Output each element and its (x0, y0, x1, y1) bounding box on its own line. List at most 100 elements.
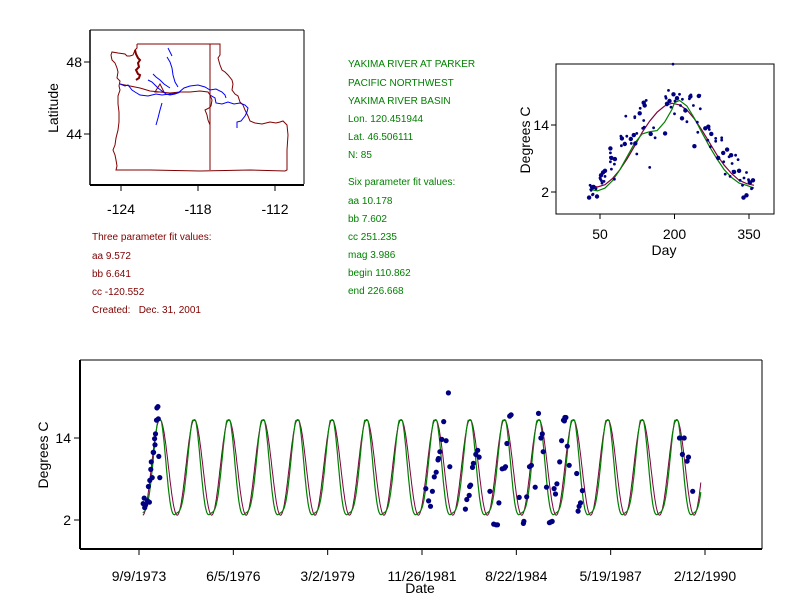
map-xtick-label: -112 (262, 201, 289, 217)
tseries-six-param-fit-line (142, 419, 702, 516)
seasonal-data-point (689, 93, 693, 97)
seasonal-data-point (635, 132, 639, 135)
seasonal-data-point (750, 186, 754, 190)
three-param-aa: aa 9.572 (92, 251, 131, 262)
tseries-data-point (152, 431, 159, 437)
tseries-data-point (508, 412, 514, 418)
seasonal-data-point (744, 193, 749, 198)
seasonal-data-point (609, 151, 612, 155)
tseries-data-point (155, 404, 161, 410)
seasonal-data-point (648, 166, 652, 169)
tseries-data-point (496, 500, 502, 506)
rivers (119, 47, 249, 128)
tseries-data-point (462, 506, 468, 512)
seasonal-data-point (637, 111, 642, 116)
tseries-xtick-label: 11/26/1981 (387, 568, 456, 584)
tseries-data-point (676, 435, 683, 441)
washington-oregon-outline (110, 43, 289, 172)
seasonal-data-point (591, 192, 595, 196)
tseries-data-point (475, 447, 481, 453)
seasonal-data-point (696, 130, 700, 134)
tseries-data-point (148, 459, 154, 465)
state-boundaries (110, 43, 289, 172)
tseries-data-point (441, 419, 447, 425)
tseries-data-point (143, 502, 149, 508)
map-ylabel: Latitude (45, 83, 61, 133)
yakima-river (147, 79, 181, 96)
seasonal-data-point (721, 150, 726, 156)
tseries-data-point (429, 488, 435, 494)
tseries-ytick-label: 2 (63, 512, 71, 528)
map-ytick-label: 44 (66, 126, 82, 142)
seasonal-data-point (738, 178, 742, 182)
seasonal-data-point (662, 131, 668, 136)
seasonal-data-point (612, 156, 618, 162)
seasonal-data-point (625, 134, 629, 138)
seasonal-data-point (745, 171, 748, 174)
seasonal-data-point (620, 137, 624, 140)
seasonal-ytick-label: 2 (541, 184, 549, 200)
seasonal-data-point (706, 124, 711, 129)
tseries-data-point (151, 449, 157, 455)
tseries-data-point (468, 482, 474, 488)
tseries-frame (79, 359, 763, 550)
seasonal-data-point (714, 137, 718, 140)
tseries-data-point (156, 453, 162, 459)
tseries-data-point (524, 494, 530, 500)
seasonal-data-point (679, 116, 685, 121)
seasonal-data-point (698, 107, 702, 111)
six-param-begin: begin 110.862 (348, 268, 411, 279)
seasonal-data-point (638, 106, 642, 110)
seasonal-data-point (648, 131, 653, 137)
seasonal-data-point (644, 99, 648, 102)
tseries-data-point (574, 470, 580, 477)
tseries-data-point (149, 475, 155, 481)
seasonal-data-point (613, 177, 616, 181)
tseries-data-point (145, 483, 151, 490)
seasonal-data-point (629, 137, 633, 140)
tseries-data-point (538, 435, 544, 441)
tseries-data-point (554, 481, 560, 487)
three-param-bb: bb 6.641 (92, 269, 131, 280)
seasonal-data-point (723, 172, 727, 176)
tseries-data-point (157, 475, 163, 481)
tseries-data-point (528, 462, 535, 468)
seasonal-data-point (653, 136, 657, 140)
six-param-cc: cc 251.235 (348, 232, 397, 243)
seasonal-data-point (736, 168, 742, 173)
station-region: PACIFIC NORTHWEST (348, 78, 454, 89)
seasonal-data-point (673, 112, 676, 116)
seasonal-data-point (667, 89, 670, 92)
seasonal-data-point (731, 169, 737, 175)
tseries-data-point (443, 438, 449, 444)
seasonal-data-point (602, 180, 606, 183)
seasonal-data-point (642, 119, 646, 122)
seasonal-data-point (671, 62, 675, 66)
seasonal-data-point (669, 105, 673, 109)
seasonal-ylabel: Degrees C (517, 107, 533, 174)
upper-columbia (166, 56, 179, 88)
tseries-data-point (549, 518, 555, 525)
tseries-data-point (487, 488, 493, 494)
seasonal-data-point (692, 104, 695, 107)
tseries-data-point (445, 390, 451, 396)
tseries-data-point (437, 449, 443, 455)
tseries-data-point (426, 498, 432, 504)
seasonal-data-point (586, 195, 592, 200)
tseries-data-point (566, 462, 572, 468)
tseries-data-point (579, 488, 586, 494)
six-param-bb: bb 7.602 (348, 214, 387, 225)
seasonal-data-point (741, 195, 746, 200)
seasonal-data-point (714, 139, 718, 143)
seasonal-data-point (603, 175, 607, 178)
seasonal-data-point (736, 158, 740, 162)
tseries-xtick-label: 8/22/1984 (485, 568, 547, 584)
station-n: N: 85 (348, 150, 372, 161)
seasonal-data-point (667, 98, 672, 104)
tseries-data-point (532, 484, 538, 490)
tseries-data-point (552, 491, 559, 497)
tseries-data-point (539, 431, 545, 437)
seasonal-data-point (600, 181, 604, 185)
